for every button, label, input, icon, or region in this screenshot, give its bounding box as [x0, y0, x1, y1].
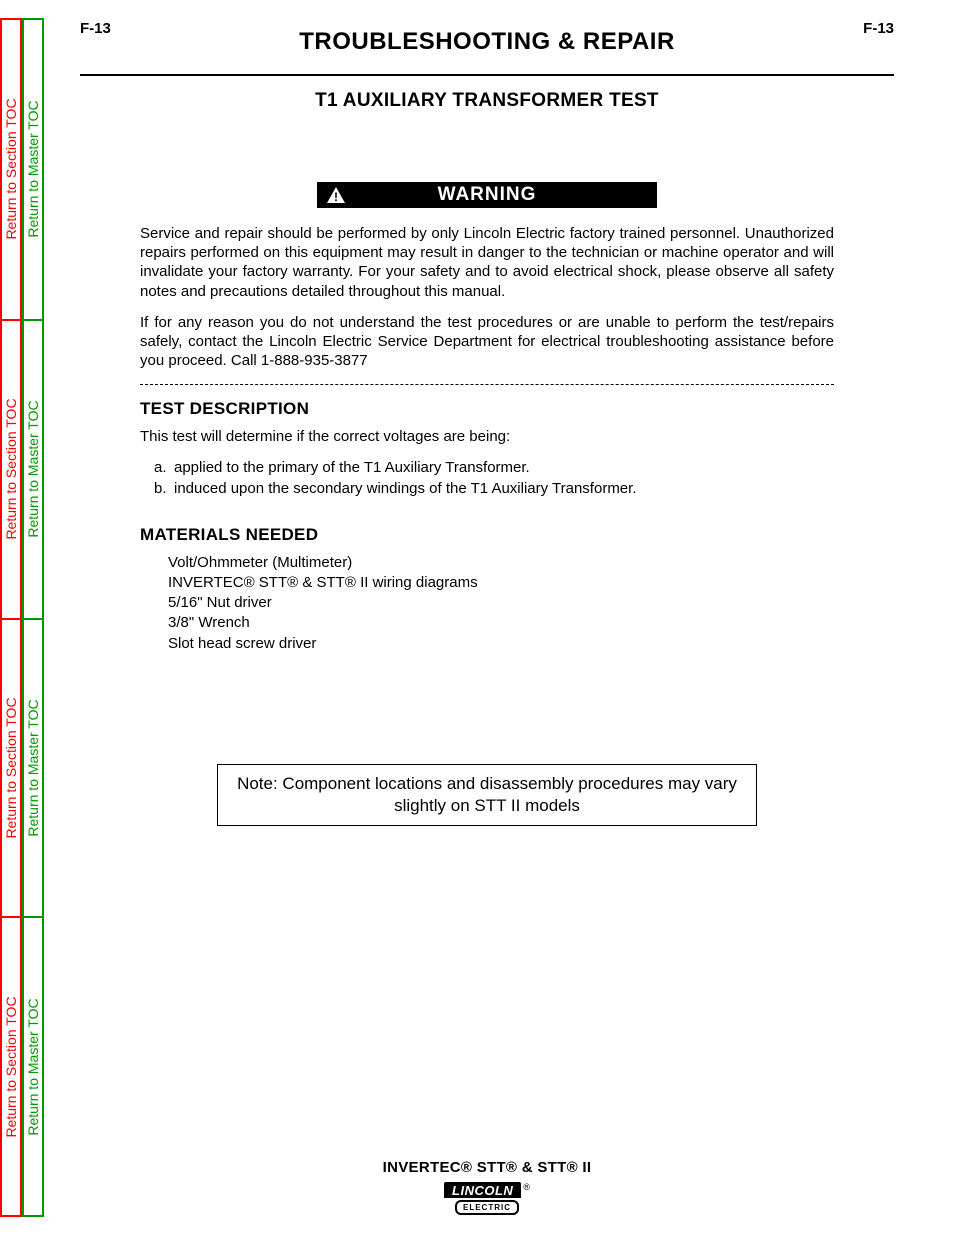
test-description-section: TEST DESCRIPTION This test will determin… [80, 399, 894, 653]
page-number-left: F-13 [80, 20, 111, 37]
rail-master-label: Return to Master TOC [25, 401, 41, 538]
page-header: F-13 F-13 TROUBLESHOOTING & REPAIR [80, 20, 894, 70]
section-subtitle: T1 AUXILIARY TRANSFORMER TEST [80, 90, 894, 112]
materials-item: 5/16" Nut driver [168, 593, 834, 613]
logo-electric: ELECTRIC [455, 1200, 519, 1215]
list-text: applied to the primary of the T1 Auxilia… [174, 459, 530, 476]
list-text: induced upon the secondary windings of t… [174, 480, 637, 497]
materials-heading: MATERIALS NEEDED [140, 525, 834, 545]
list-marker: a. [154, 459, 167, 476]
page-title: TROUBLESHOOTING & REPAIR [80, 20, 894, 56]
materials-item: Slot head screw driver [168, 634, 834, 654]
list-item: a. applied to the primary of the T1 Auxil… [154, 459, 834, 476]
page-content: F-13 F-13 TROUBLESHOOTING & REPAIR T1 AU… [80, 20, 894, 1215]
rail-section-toc: Return to Section TOC Return to Section … [0, 18, 22, 1217]
warning-label: WARNING [355, 184, 657, 206]
rail-master-label: Return to Master TOC [25, 699, 41, 836]
rail-section-label: Return to Section TOC [3, 996, 19, 1137]
materials-item: INVERTEC® STT® & STT® II wiring diagrams [168, 573, 834, 593]
warning-body: Service and repair should be performed b… [80, 224, 894, 370]
rail-section-link[interactable]: Return to Section TOC [2, 319, 20, 618]
page-number-right: F-13 [863, 20, 894, 37]
list-item: b. induced upon the secondary windings of… [154, 480, 834, 497]
registered-icon: ® [523, 1182, 530, 1192]
warning-triangle-icon: ! [317, 186, 355, 204]
materials-list: Volt/Ohmmeter (Multimeter) INVERTEC® STT… [140, 553, 834, 654]
rail-master-label: Return to Master TOC [25, 998, 41, 1135]
rail-section-label: Return to Section TOC [3, 399, 19, 540]
rail-section-link[interactable]: Return to Section TOC [2, 618, 20, 917]
rail-section-link[interactable]: Return to Section TOC [2, 20, 20, 319]
warning-paragraph-2: If for any reason you do not understand … [140, 313, 834, 371]
rail-section-link[interactable]: Return to Section TOC [2, 916, 20, 1215]
page-footer: INVERTEC® STT® & STT® II LINCOLN® ELECTR… [80, 1159, 894, 1215]
materials-item: 3/8" Wrench [168, 613, 834, 633]
rail-master-toc: Return to Master TOC Return to Master TO… [22, 18, 44, 1217]
svg-text:!: ! [334, 190, 338, 204]
header-rule [80, 74, 894, 76]
rail-master-link[interactable]: Return to Master TOC [24, 618, 42, 917]
footer-product: INVERTEC® STT® & STT® II [80, 1159, 894, 1176]
rail-master-label: Return to Master TOC [25, 101, 41, 238]
dashed-divider [140, 384, 834, 385]
rail-master-link[interactable]: Return to Master TOC [24, 20, 42, 319]
rail-master-link[interactable]: Return to Master TOC [24, 319, 42, 618]
rail-master-link[interactable]: Return to Master TOC [24, 916, 42, 1215]
test-description-heading: TEST DESCRIPTION [140, 399, 834, 419]
test-description-list: a. applied to the primary of the T1 Auxil… [140, 459, 834, 497]
rail-section-label: Return to Section TOC [3, 697, 19, 838]
test-description-intro: This test will determine if the correct … [140, 427, 834, 446]
materials-item: Volt/Ohmmeter (Multimeter) [168, 553, 834, 573]
list-marker: b. [154, 480, 167, 497]
warning-paragraph-1: Service and repair should be performed b… [140, 224, 834, 301]
logo-lincoln: LINCOLN [444, 1182, 521, 1198]
lincoln-electric-logo: LINCOLN® ELECTRIC [80, 1182, 894, 1215]
note-box: Note: Component locations and disassembl… [217, 764, 757, 826]
warning-banner: ! WARNING [317, 182, 657, 208]
rail-section-label: Return to Section TOC [3, 99, 19, 240]
